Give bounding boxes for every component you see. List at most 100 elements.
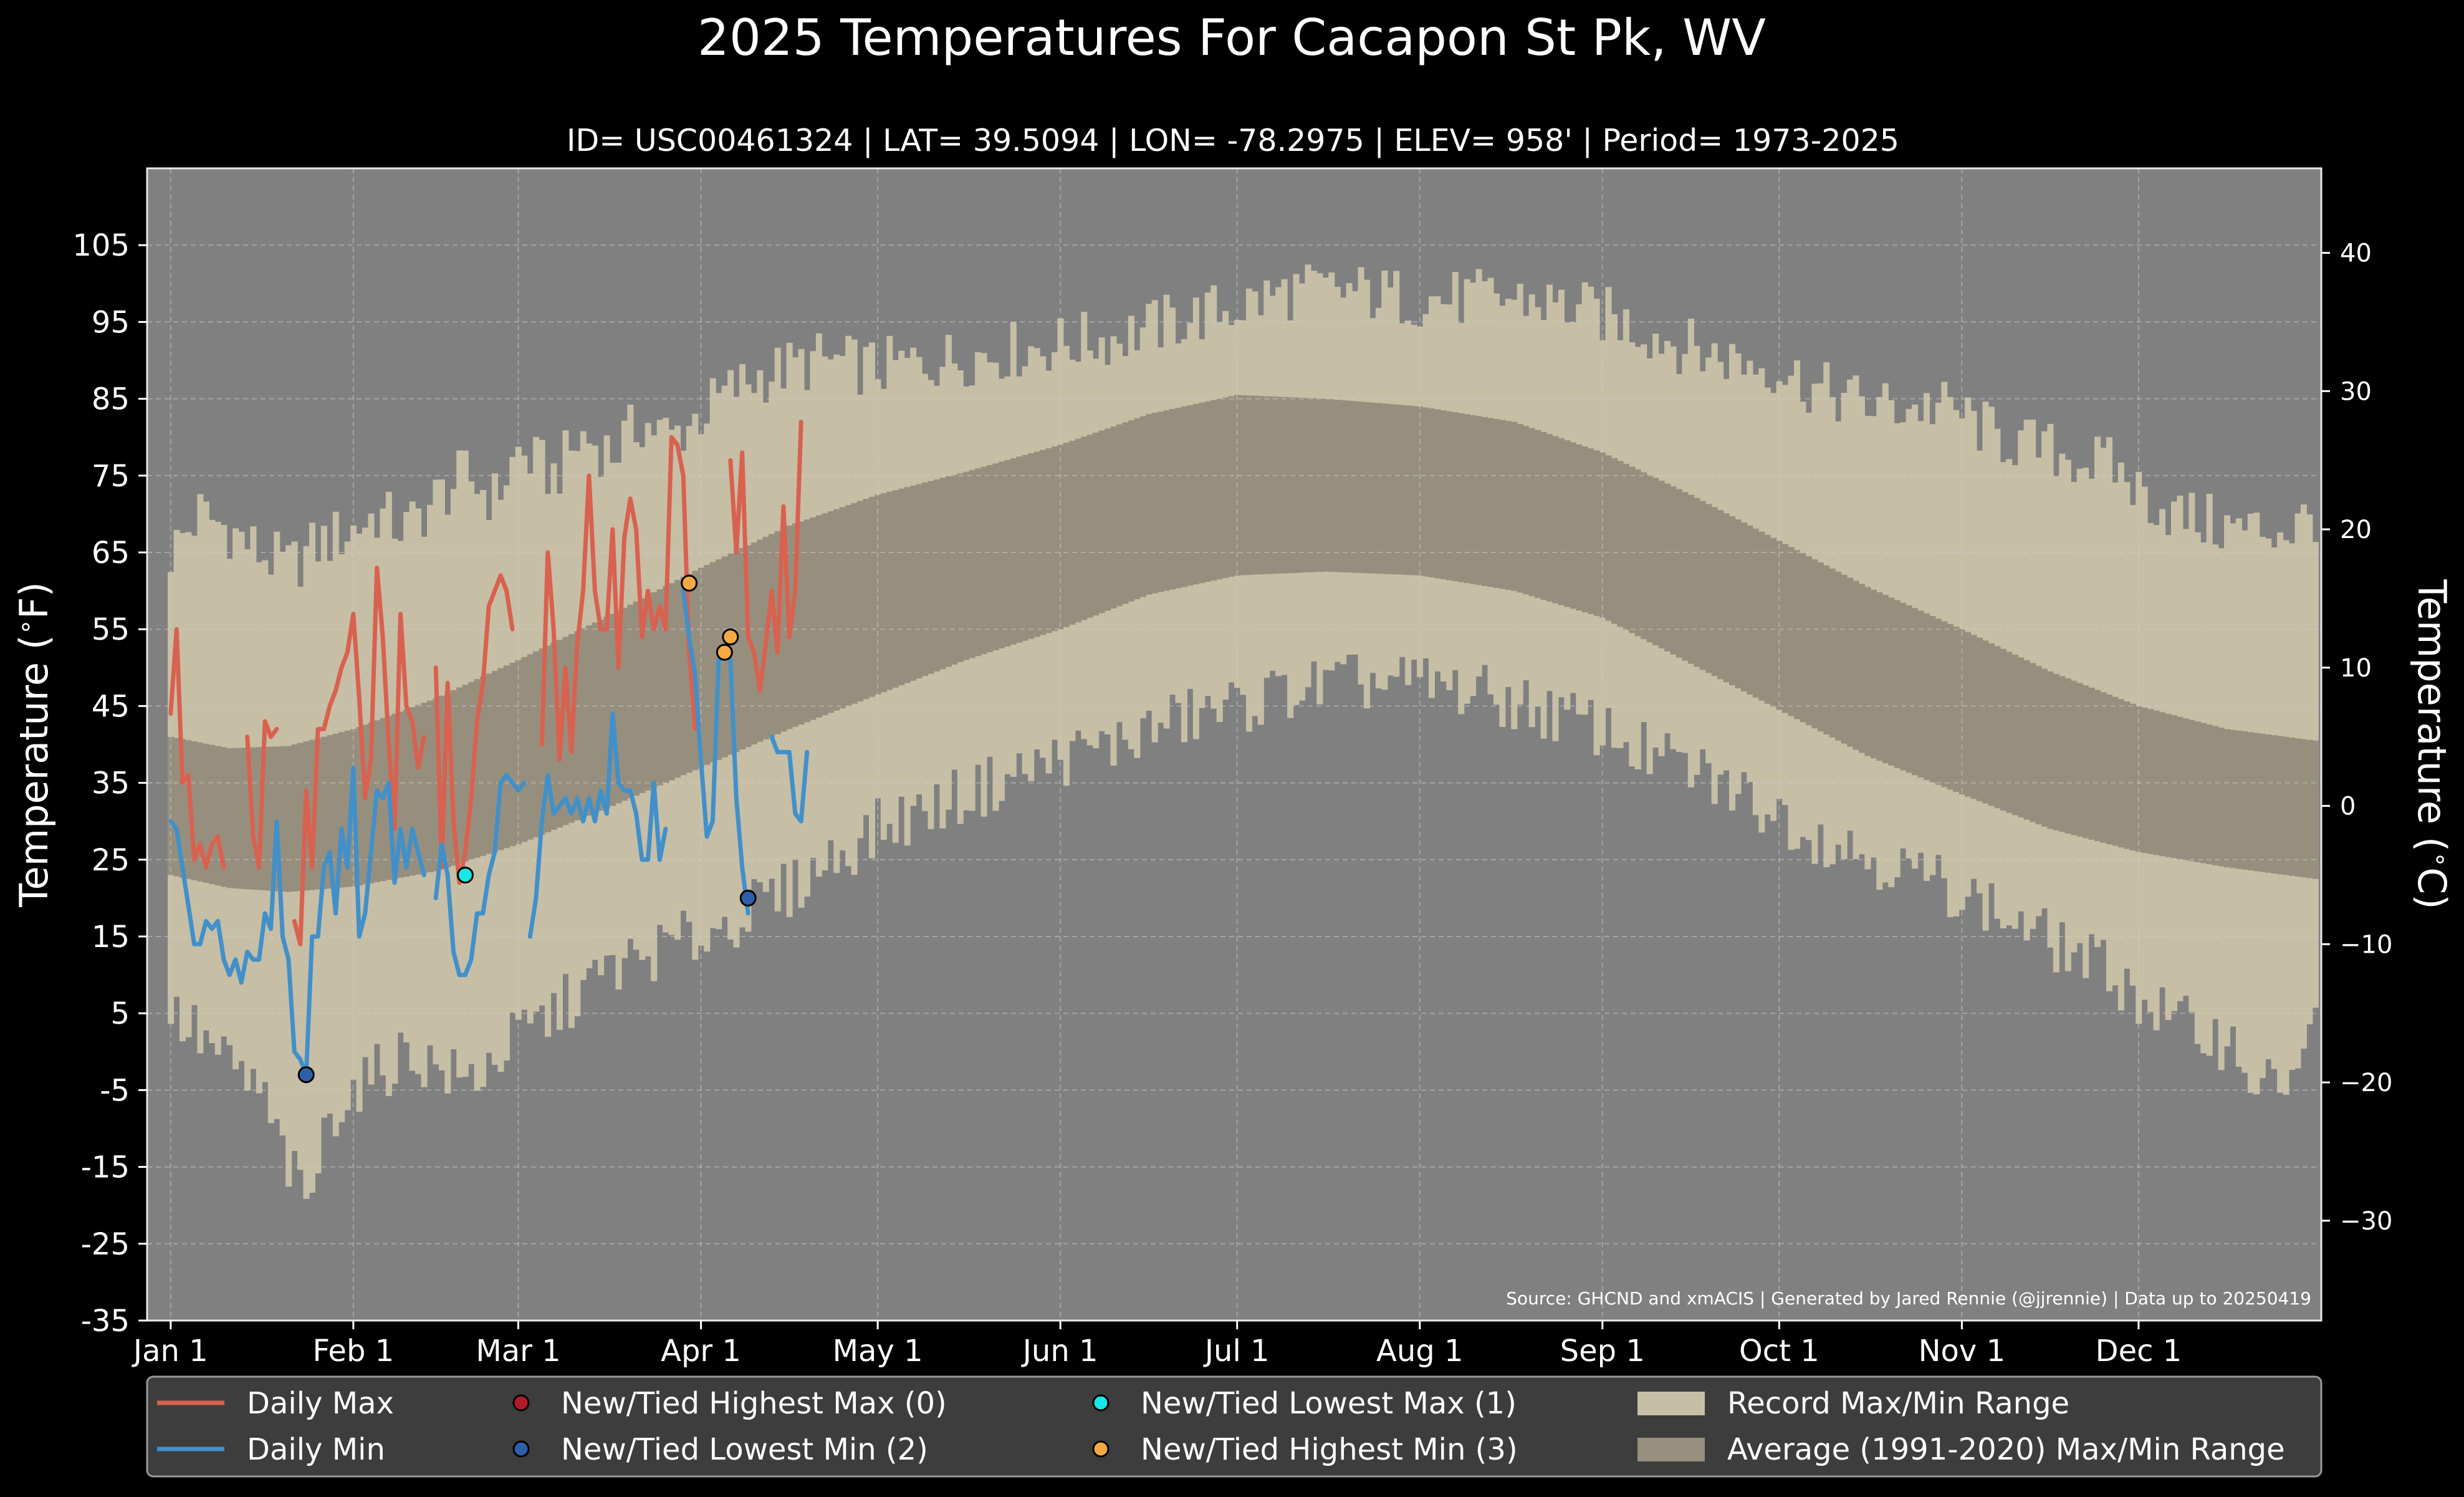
- average-range-bar: [515, 660, 522, 845]
- average-range-bar: [922, 482, 929, 676]
- legend-label: New/Tied Lowest Min (2): [561, 1432, 928, 1467]
- average-range-bar: [2247, 732, 2254, 871]
- average-range-bar: [262, 746, 269, 891]
- average-range-bar: [904, 487, 911, 683]
- average-range-bar: [1487, 418, 1494, 587]
- average-range-bar: [1994, 646, 2001, 809]
- average-range-bar: [2194, 721, 2201, 862]
- average-range-bar: [1876, 592, 1883, 761]
- average-range-bar: [645, 595, 651, 791]
- average-range-bar: [438, 695, 445, 870]
- average-range-bar: [1864, 587, 1871, 756]
- average-range-bar: [1322, 398, 1329, 572]
- average-range-bar: [497, 668, 504, 850]
- legend-items: Daily Max Daily Min New/Tied Highest Max (…: [157, 1386, 2285, 1467]
- average-range-bar: [1535, 430, 1541, 599]
- average-range-bar: [1711, 507, 1718, 676]
- average-range-bar: [1057, 445, 1064, 630]
- daily-min-line: [769, 734, 810, 824]
- average-range-bar: [851, 503, 858, 704]
- average-range-bar: [1953, 626, 1960, 792]
- average-range-bar: [2100, 692, 2107, 843]
- average-range-bar: [1434, 409, 1441, 579]
- average-range-bar: [1075, 438, 1081, 623]
- average-range-bar: [226, 748, 233, 888]
- average-range-bar: [1363, 402, 1371, 574]
- average-range-bar: [1298, 397, 1306, 573]
- average-range-bar: [1917, 610, 1924, 778]
- average-range-bar: [1675, 489, 1682, 658]
- average-range-bar: [356, 726, 363, 886]
- marker-lowest-min: [297, 1066, 315, 1084]
- average-range-bar: [1493, 418, 1500, 588]
- average-range-bar: [1204, 401, 1211, 582]
- legend-swatch-patch: [1637, 1438, 1705, 1461]
- daily-max-line: [292, 566, 426, 946]
- y-tick-label-left: 55: [92, 612, 130, 647]
- average-range-bar: [833, 509, 840, 711]
- average-range-bar: [2047, 671, 2054, 829]
- average-range-bar: [1970, 635, 1977, 799]
- y-tick-label-left: 75: [92, 459, 130, 494]
- y-axis-left-label: Temperature (∘F): [11, 582, 57, 908]
- average-range-bar: [1664, 483, 1671, 652]
- average-range-bar: [238, 748, 245, 889]
- average-range-bar: [910, 485, 917, 681]
- average-range-bar: [892, 490, 899, 688]
- average-range-bar: [1482, 416, 1488, 586]
- legend-swatch-marker: [512, 1394, 530, 1412]
- legend-label: Daily Max: [247, 1386, 394, 1421]
- average-range-bar: [1570, 442, 1576, 609]
- average-range-bar: [1629, 466, 1636, 633]
- y-tick-label-right: 10: [2340, 654, 2372, 683]
- average-range-bar: [1028, 453, 1035, 639]
- y-tick-label-right: 20: [2340, 516, 2372, 544]
- marker-highest-min: [716, 643, 733, 661]
- daily-max-line: [245, 719, 279, 870]
- average-range-bar: [1900, 602, 1907, 771]
- average-range-bar: [1717, 510, 1724, 680]
- x-axis-ticks: Jan 1 Feb 1 Mar 1 Apr 1 May 1 Jun 1 Jul 1 Aug 1…: [132, 1321, 2182, 1369]
- average-range-bar: [975, 468, 982, 657]
- average-range-bar: [827, 511, 834, 713]
- y-tick-label-left: 5: [110, 996, 130, 1031]
- average-range-bar: [1393, 404, 1400, 575]
- average-range-bar: [1770, 537, 1777, 707]
- average-range-bar: [1216, 398, 1223, 580]
- average-range-bar: [1334, 400, 1341, 572]
- average-range-bar: [1923, 613, 1930, 780]
- x-tick-label: Nov 1: [1919, 1334, 2005, 1369]
- marker-lowest-max: [456, 866, 474, 883]
- plot-frame: [146, 167, 2323, 1322]
- average-range-bar: [2147, 709, 2154, 854]
- average-range-bar: [2300, 739, 2307, 878]
- average-range-bar: [2053, 673, 2059, 830]
- average-range-bar: [2153, 710, 2160, 855]
- average-range-bar: [2117, 699, 2124, 848]
- average-range-bar: [1499, 420, 1506, 589]
- y-tick-label-right: −30: [2340, 1207, 2392, 1236]
- average-range-bar: [992, 463, 999, 651]
- daily-min-line: [433, 773, 527, 978]
- average-range-bar: [1817, 562, 1824, 732]
- average-range-bar: [1912, 608, 1919, 776]
- average-range-bar: [1935, 619, 1942, 785]
- average-range-bar: [1965, 632, 1972, 797]
- average-range-bar: [750, 542, 757, 744]
- average-range-bar: [656, 589, 663, 786]
- average-range-bar: [2141, 707, 2148, 854]
- average-range-bar: [1222, 397, 1229, 579]
- average-range-bar: [2165, 713, 2172, 857]
- average-range-bar: [1116, 424, 1123, 607]
- average-range-bar: [1234, 395, 1241, 575]
- x-tick-label: Jan 1: [132, 1334, 208, 1369]
- record-markers: [297, 574, 757, 1084]
- average-range-bar: [2006, 652, 2013, 813]
- average-range-bar: [1776, 541, 1783, 710]
- average-range-bar: [456, 687, 463, 864]
- average-range-bar: [1151, 413, 1158, 594]
- average-range-bar: [815, 515, 822, 718]
- average-range-bar: [580, 628, 587, 818]
- average-range-bar: [1694, 498, 1700, 667]
- x-tick-label: Oct 1: [1739, 1334, 1819, 1369]
